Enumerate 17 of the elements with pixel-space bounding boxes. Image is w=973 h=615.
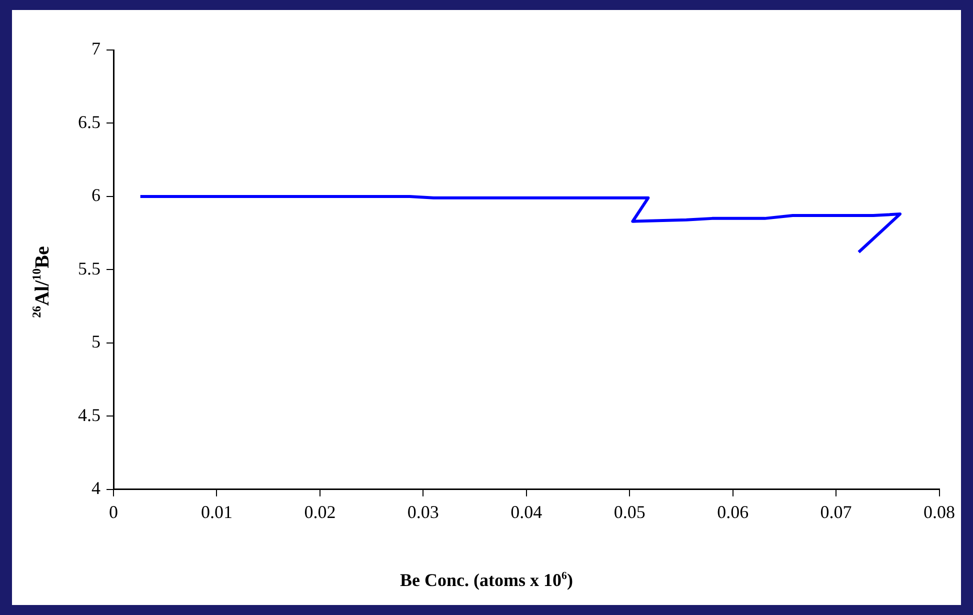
- x-tick-label: 0.04: [510, 502, 542, 522]
- x-tick-label: 0.08: [924, 502, 955, 522]
- x-tick-label: 0.07: [820, 502, 852, 522]
- x-tick-label: 0: [109, 502, 118, 522]
- y-tick-label: 6: [92, 185, 100, 206]
- y-tick-label: 7: [92, 38, 100, 59]
- x-tick-label: 0.01: [200, 502, 232, 522]
- y-tick-label: 4.5: [78, 404, 100, 425]
- x-tick-label: 0.05: [614, 502, 646, 522]
- y-tick-label: 5: [92, 332, 100, 352]
- x-tick-label: 0.03: [407, 502, 439, 522]
- y-tick-label: 5.5: [78, 258, 100, 278]
- y-tick-label: 4: [92, 478, 100, 498]
- y-tick-label: 6.5: [78, 112, 100, 132]
- x-axis-title: Be Conc. (atoms x 10$^{6}$): [399, 570, 574, 591]
- x-tick-label: 0.02: [304, 502, 336, 522]
- x-tick-label: 0.06: [717, 502, 749, 522]
